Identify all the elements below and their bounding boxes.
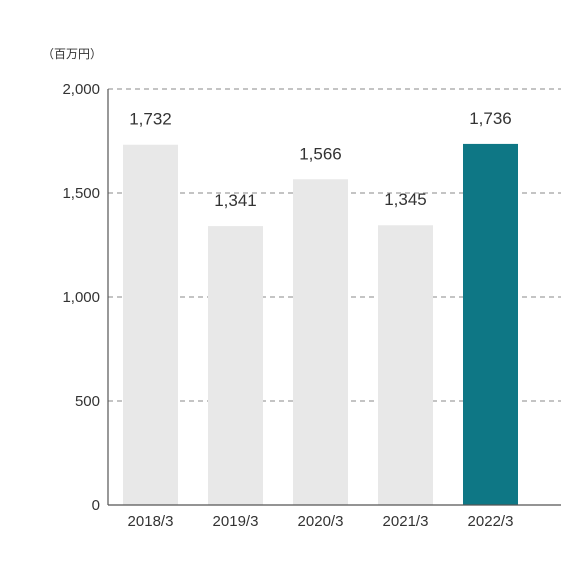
y-tick-label: 0 [92, 497, 100, 514]
y-tick-label: 1,000 [62, 289, 100, 306]
y-tick-label: 1,500 [62, 185, 100, 202]
x-axis-ticks: 2018/3 2019/3 2020/3 2021/3 2022/3 [128, 513, 514, 530]
y-axis-ticks: 0 500 1,000 1,500 2,000 [62, 81, 100, 514]
value-labels: 1,732 1,341 1,566 1,345 1,736 [129, 109, 512, 210]
bar-2021-3 [378, 225, 433, 506]
x-tick-label: 2018/3 [128, 513, 174, 530]
bars [123, 143, 518, 506]
x-tick-label: 2021/3 [383, 513, 429, 530]
value-label: 1,736 [469, 109, 512, 128]
value-label: 1,341 [214, 191, 257, 210]
bar-2022-3 [463, 143, 518, 506]
bar-2020-3 [293, 179, 348, 505]
bar-2019-3 [208, 226, 263, 505]
value-label: 1,345 [384, 190, 427, 209]
y-tick-label: 500 [75, 393, 100, 410]
value-label: 1,732 [129, 110, 172, 129]
x-tick-label: 2022/3 [468, 513, 514, 530]
x-tick-label: 2020/3 [298, 513, 344, 530]
x-tick-label: 2019/3 [213, 513, 259, 530]
y-tick-label: 2,000 [62, 81, 100, 98]
bar-2018-3 [123, 144, 178, 505]
unit-label: （百万円） [42, 47, 102, 61]
value-label: 1,566 [299, 144, 342, 163]
